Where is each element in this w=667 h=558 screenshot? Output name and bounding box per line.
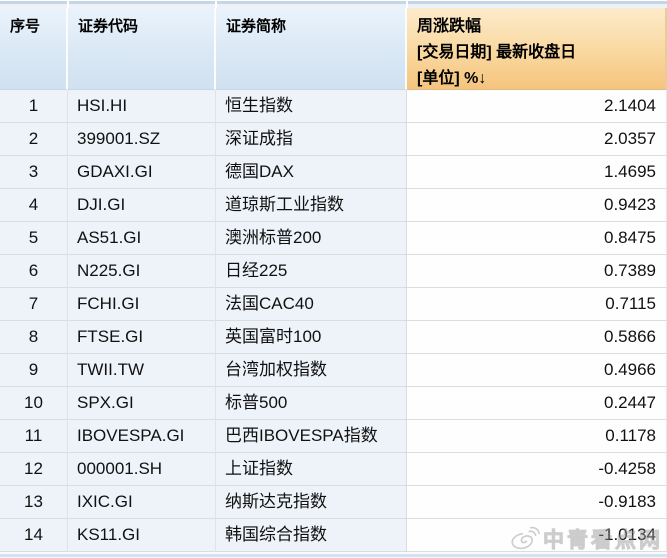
security-code-cell[interactable]: FCHI.GI [68, 288, 216, 321]
change-value-cell[interactable]: -0.4258 [407, 453, 667, 486]
table-row: 6 N225.GI 日经225 0.7389 [0, 255, 667, 288]
security-name-cell[interactable]: 恒生指数 [216, 90, 407, 123]
security-code-cell[interactable]: SPX.GI [68, 387, 216, 420]
security-name-cell[interactable]: 英国富时100 [216, 321, 407, 354]
column-separator [406, 0, 408, 8]
row-index-cell[interactable]: 1 [0, 90, 68, 123]
table-row: 12 000001.SH 上证指数 -0.4258 [0, 453, 667, 486]
table-row: 13 IXIC.GI 纳斯达克指数 -0.9183 [0, 486, 667, 519]
row-index-cell[interactable]: 11 [0, 420, 68, 453]
cropped-row-strip [0, 0, 667, 8]
security-code-cell[interactable]: HSI.HI [68, 90, 216, 123]
row-index-cell[interactable]: 9 [0, 354, 68, 387]
row-index-cell[interactable]: 12 [0, 453, 68, 486]
security-name-cell[interactable]: 道琼斯工业指数 [216, 189, 407, 222]
bottom-edge-strip [0, 552, 667, 558]
security-name-cell[interactable]: 台湾加权指数 [216, 354, 407, 387]
change-value-cell[interactable]: 2.0357 [407, 123, 667, 156]
table-row: 5 AS51.GI 澳洲标普200 0.8475 [0, 222, 667, 255]
header-change-title: 周涨跌幅 [417, 18, 482, 35]
table-row: 8 FTSE.GI 英国富时100 0.5866 [0, 321, 667, 354]
column-separator [215, 0, 217, 8]
security-name-cell[interactable]: 日经225 [216, 255, 407, 288]
security-name-cell[interactable]: 纳斯达克指数 [216, 486, 407, 519]
security-code-cell[interactable]: FTSE.GI [68, 321, 216, 354]
change-value-cell[interactable]: 2.1404 [407, 90, 667, 123]
security-code-cell[interactable]: TWII.TW [68, 354, 216, 387]
row-index-cell[interactable]: 13 [0, 486, 68, 519]
security-code-cell[interactable]: IXIC.GI [68, 486, 216, 519]
security-code-cell[interactable]: AS51.GI [68, 222, 216, 255]
change-value-cell[interactable]: 0.8475 [407, 222, 667, 255]
change-value-cell[interactable]: 0.5866 [407, 321, 667, 354]
table-row: 10 SPX.GI 标普500 0.2447 [0, 387, 667, 420]
table-row: 2 399001.SZ 深证成指 2.0357 [0, 123, 667, 156]
header-change-unit-sort-arrow: [单位] %↓ [417, 70, 487, 87]
table-body: 1 HSI.HI 恒生指数 2.1404 2 399001.SZ 深证成指 2.… [0, 90, 667, 552]
table-row: 14 KS11.GI 韩国综合指数 -1.0134 [0, 519, 667, 552]
row-index-cell[interactable]: 4 [0, 189, 68, 222]
header-col-weekly-change-sorted[interactable]: 周涨跌幅 [交易日期] 最新收盘日 [单位] %↓ [407, 8, 667, 90]
security-name-cell[interactable]: 法国CAC40 [216, 288, 407, 321]
change-value-cell[interactable]: 0.1178 [407, 420, 667, 453]
table-row: 4 DJI.GI 道琼斯工业指数 0.9423 [0, 189, 667, 222]
security-code-cell[interactable]: N225.GI [68, 255, 216, 288]
security-code-cell[interactable]: KS11.GI [68, 519, 216, 552]
row-index-cell[interactable]: 6 [0, 255, 68, 288]
security-name-cell[interactable]: 上证指数 [216, 453, 407, 486]
change-value-cell[interactable]: 0.7115 [407, 288, 667, 321]
security-code-cell[interactable]: IBOVESPA.GI [68, 420, 216, 453]
table-row: 7 FCHI.GI 法国CAC40 0.7115 [0, 288, 667, 321]
table-row: 11 IBOVESPA.GI 巴西IBOVESPA指数 0.1178 [0, 420, 667, 453]
change-value-cell[interactable]: 0.9423 [407, 189, 667, 222]
security-name-cell[interactable]: 巴西IBOVESPA指数 [216, 420, 407, 453]
table-row: 9 TWII.TW 台湾加权指数 0.4966 [0, 354, 667, 387]
security-code-cell[interactable]: 000001.SH [68, 453, 216, 486]
security-code-cell[interactable]: 399001.SZ [68, 123, 216, 156]
row-index-cell[interactable]: 10 [0, 387, 68, 420]
row-index-cell[interactable]: 14 [0, 519, 68, 552]
change-value-cell[interactable]: -1.0134 [407, 519, 667, 552]
change-value-cell[interactable]: 0.4966 [407, 354, 667, 387]
change-value-cell[interactable]: 1.4695 [407, 156, 667, 189]
security-name-cell[interactable]: 深证成指 [216, 123, 407, 156]
table-row: 1 HSI.HI 恒生指数 2.1404 [0, 90, 667, 123]
security-name-cell[interactable]: 德国DAX [216, 156, 407, 189]
change-value-cell[interactable]: 0.2447 [407, 387, 667, 420]
header-col-index[interactable]: 序号 [0, 8, 68, 90]
row-index-cell[interactable]: 7 [0, 288, 68, 321]
security-name-cell[interactable]: 韩国综合指数 [216, 519, 407, 552]
row-index-cell[interactable]: 5 [0, 222, 68, 255]
change-value-cell[interactable]: -0.9183 [407, 486, 667, 519]
header-change-date-line: [交易日期] 最新收盘日 [417, 44, 577, 61]
header-col-name[interactable]: 证券简称 [216, 8, 407, 90]
change-value-cell[interactable]: 0.7389 [407, 255, 667, 288]
table-header: 序号 证券代码 证券简称 周涨跌幅 [交易日期] 最新收盘日 [单位] %↓ [0, 8, 667, 90]
row-index-cell[interactable]: 3 [0, 156, 68, 189]
table-row: 3 GDAXI.GI 德国DAX 1.4695 [0, 156, 667, 189]
row-index-cell[interactable]: 2 [0, 123, 68, 156]
column-separator [67, 0, 69, 8]
header-col-code[interactable]: 证券代码 [68, 8, 216, 90]
security-name-cell[interactable]: 澳洲标普200 [216, 222, 407, 255]
security-name-cell[interactable]: 标普500 [216, 387, 407, 420]
row-index-cell[interactable]: 8 [0, 321, 68, 354]
security-code-cell[interactable]: GDAXI.GI [68, 156, 216, 189]
security-code-cell[interactable]: DJI.GI [68, 189, 216, 222]
